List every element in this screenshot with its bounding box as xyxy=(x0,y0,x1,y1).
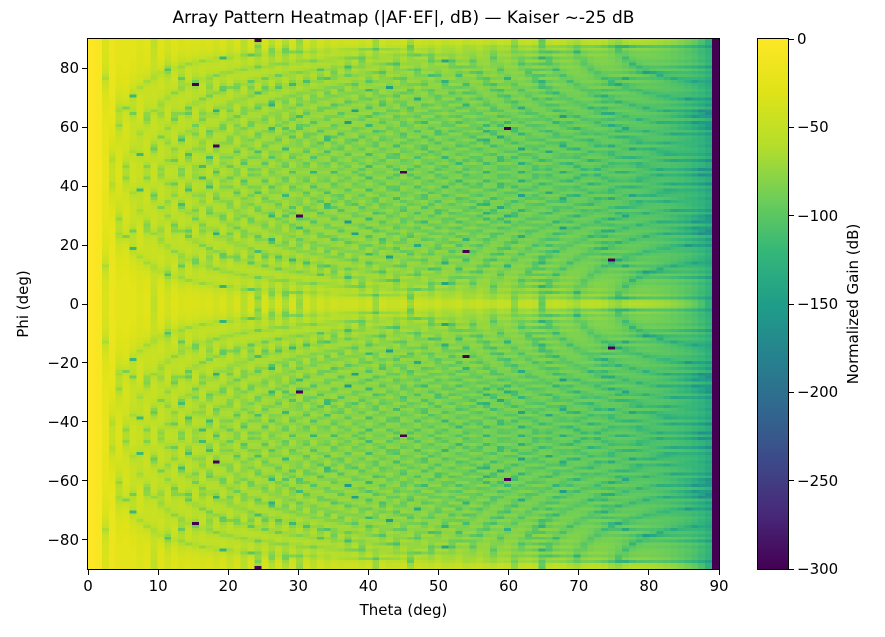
y-tick-mark xyxy=(82,362,87,364)
x-tick-mark xyxy=(367,570,369,575)
x-tick-mark xyxy=(297,570,299,575)
y-tick-mark xyxy=(82,185,87,187)
colorbar-tick-mark xyxy=(789,480,794,482)
x-tick-mark xyxy=(508,570,510,575)
x-tick-mark xyxy=(718,570,720,575)
x-tick-label: 20 xyxy=(218,577,238,595)
colorbar-tick-label: −100 xyxy=(797,206,839,225)
x-tick-label: 0 xyxy=(83,577,93,595)
x-tick-mark xyxy=(227,570,229,575)
y-tick-mark xyxy=(82,244,87,246)
y-tick-mark xyxy=(82,126,87,128)
y-tick-label: 60 xyxy=(59,118,79,137)
colorbar-tick-label: −250 xyxy=(797,471,839,490)
y-tick-label: −80 xyxy=(47,530,79,549)
y-tick-label: −40 xyxy=(47,412,79,431)
x-tick-label: 10 xyxy=(148,577,168,595)
y-axis-label: Phi (deg) xyxy=(14,270,32,338)
y-tick-label: 80 xyxy=(59,59,79,78)
x-tick-label: 50 xyxy=(429,577,449,595)
y-tick-label: 0 xyxy=(69,295,79,313)
x-tick-label: 60 xyxy=(499,577,519,595)
colorbar-tick-mark xyxy=(789,215,794,217)
y-tick-label: 20 xyxy=(59,236,79,255)
chart-title: Array Pattern Heatmap (|AF·EF|, dB) — Ka… xyxy=(172,8,635,28)
y-tick-mark xyxy=(82,480,87,482)
x-tick-mark xyxy=(578,570,580,575)
x-tick-mark xyxy=(648,570,650,575)
y-tick-label: 40 xyxy=(59,177,79,196)
colorbar-canvas xyxy=(758,39,788,569)
x-axis-label: Theta (deg) xyxy=(359,601,448,619)
colorbar-tick-label: −50 xyxy=(797,118,829,137)
y-tick-mark xyxy=(82,303,87,305)
colorbar-tick-label: 0 xyxy=(797,30,807,48)
x-tick-mark xyxy=(87,570,89,575)
y-tick-label: −20 xyxy=(47,353,79,372)
y-tick-mark xyxy=(82,539,87,541)
x-tick-label: 80 xyxy=(639,577,659,595)
y-tick-mark xyxy=(82,67,87,69)
colorbar-tick-mark xyxy=(789,38,794,40)
x-tick-mark xyxy=(438,570,440,575)
colorbar-tick-mark xyxy=(789,303,794,305)
x-tick-label: 30 xyxy=(288,577,308,595)
colorbar-tick-label: −200 xyxy=(797,383,839,402)
colorbar-tick-mark xyxy=(789,568,794,570)
y-tick-label: −60 xyxy=(47,471,79,490)
colorbar-tick-label: −150 xyxy=(797,295,839,313)
colorbar-tick-mark xyxy=(789,126,794,128)
y-tick-mark xyxy=(82,421,87,423)
x-tick-label: 40 xyxy=(358,577,378,595)
x-tick-mark xyxy=(157,570,159,575)
colorbar-tick-label: −300 xyxy=(797,560,839,578)
x-tick-label: 90 xyxy=(709,577,729,595)
heatmap-canvas xyxy=(88,39,719,569)
colorbar-tick-mark xyxy=(789,391,794,393)
x-tick-label: 70 xyxy=(569,577,589,595)
colorbar-label: Normalized Gain (dB) xyxy=(844,223,862,385)
